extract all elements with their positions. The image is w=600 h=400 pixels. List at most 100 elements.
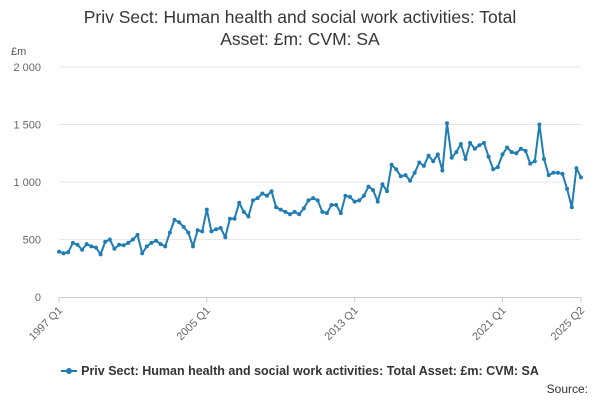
data-point bbox=[514, 151, 519, 156]
data-point bbox=[255, 196, 260, 201]
data-point bbox=[463, 157, 468, 161]
data-point bbox=[329, 203, 334, 207]
x-tick-label: 2013 Q1 bbox=[322, 305, 360, 343]
data-point bbox=[130, 237, 135, 242]
data-point bbox=[283, 209, 288, 214]
data-point bbox=[426, 153, 431, 158]
data-point bbox=[417, 160, 422, 165]
data-point bbox=[66, 250, 71, 255]
data-point bbox=[195, 228, 200, 233]
data-point bbox=[421, 163, 426, 168]
data-point bbox=[112, 246, 117, 251]
data-point bbox=[482, 140, 486, 145]
data-point bbox=[334, 203, 339, 207]
data-point bbox=[301, 206, 306, 211]
data-point bbox=[398, 174, 403, 179]
data-point bbox=[343, 193, 348, 198]
data-point bbox=[204, 207, 209, 212]
data-point bbox=[117, 242, 122, 247]
chart-title-line-1: Priv Sect: Human health and social work … bbox=[83, 7, 517, 27]
data-point bbox=[528, 161, 533, 166]
data-point bbox=[385, 189, 389, 194]
data-point bbox=[560, 171, 565, 176]
data-point bbox=[366, 184, 371, 189]
data-point bbox=[172, 217, 177, 222]
data-point bbox=[468, 140, 473, 145]
data-point bbox=[251, 198, 255, 203]
y-axis-tick-labels: 0 500 1 000 1 500 2 000 bbox=[13, 62, 41, 304]
source-label: Source: bbox=[546, 382, 588, 396]
data-point bbox=[352, 199, 357, 204]
data-point bbox=[274, 205, 279, 210]
data-point bbox=[297, 212, 302, 217]
data-point bbox=[94, 245, 98, 250]
data-point bbox=[518, 146, 523, 151]
data-point bbox=[264, 193, 269, 198]
data-point bbox=[523, 148, 528, 153]
data-point bbox=[491, 167, 496, 172]
data-point bbox=[126, 240, 131, 245]
data-point bbox=[103, 239, 108, 244]
data-point bbox=[458, 142, 463, 146]
y-tick-label: 500 bbox=[23, 235, 41, 247]
data-point bbox=[140, 251, 145, 256]
data-point bbox=[200, 229, 205, 234]
data-point bbox=[121, 243, 126, 248]
x-tick-label: 2021 Q1 bbox=[470, 305, 508, 343]
data-point bbox=[186, 230, 191, 235]
data-point bbox=[311, 196, 316, 201]
data-point bbox=[338, 211, 343, 216]
data-point bbox=[107, 237, 112, 242]
y-tick-label: 1 500 bbox=[13, 120, 41, 132]
x-tick-label: 1997 Q1 bbox=[27, 305, 65, 343]
data-point bbox=[70, 240, 75, 245]
data-point bbox=[237, 200, 242, 205]
data-point bbox=[324, 211, 329, 216]
data-point bbox=[320, 209, 325, 214]
data-point bbox=[574, 166, 579, 171]
legend-line-marker-icon bbox=[61, 366, 78, 376]
data-point bbox=[449, 155, 454, 160]
data-point bbox=[135, 232, 140, 237]
data-point bbox=[84, 242, 89, 247]
data-point bbox=[431, 159, 436, 164]
data-point bbox=[389, 162, 394, 167]
data-point bbox=[537, 122, 542, 127]
data-point bbox=[403, 173, 408, 178]
data-point bbox=[75, 242, 80, 247]
data-point bbox=[223, 235, 228, 240]
data-point bbox=[260, 191, 265, 196]
data-point bbox=[361, 193, 366, 198]
data-point bbox=[218, 226, 223, 230]
data-point bbox=[555, 170, 560, 175]
data-point bbox=[89, 244, 94, 249]
data-point bbox=[412, 170, 417, 175]
x-axis bbox=[58, 297, 582, 303]
legend[interactable]: Priv Sect: Human health and social work … bbox=[0, 364, 600, 378]
data-point bbox=[579, 175, 583, 180]
data-point bbox=[306, 198, 311, 203]
y-tick-label: 2 000 bbox=[13, 62, 41, 74]
data-point bbox=[408, 178, 413, 183]
data-point bbox=[371, 188, 376, 193]
data-point bbox=[227, 216, 232, 221]
data-point bbox=[454, 150, 459, 155]
data-point bbox=[61, 251, 66, 256]
data-point bbox=[57, 249, 61, 254]
data-point bbox=[375, 199, 380, 204]
chart-title-line-2: Asset: £m: CVM: SA bbox=[220, 29, 380, 49]
data-point bbox=[565, 186, 570, 191]
data-point bbox=[154, 238, 158, 243]
data-point bbox=[269, 189, 274, 194]
data-point bbox=[505, 145, 510, 150]
data-point bbox=[532, 159, 537, 164]
data-point bbox=[209, 229, 214, 234]
data-point bbox=[191, 244, 195, 249]
data-point bbox=[546, 173, 551, 178]
data-point bbox=[149, 240, 154, 245]
data-point bbox=[315, 198, 320, 203]
data-point bbox=[177, 220, 182, 225]
data-point bbox=[98, 252, 103, 257]
x-tick-label: 2005 Q1 bbox=[175, 305, 213, 343]
